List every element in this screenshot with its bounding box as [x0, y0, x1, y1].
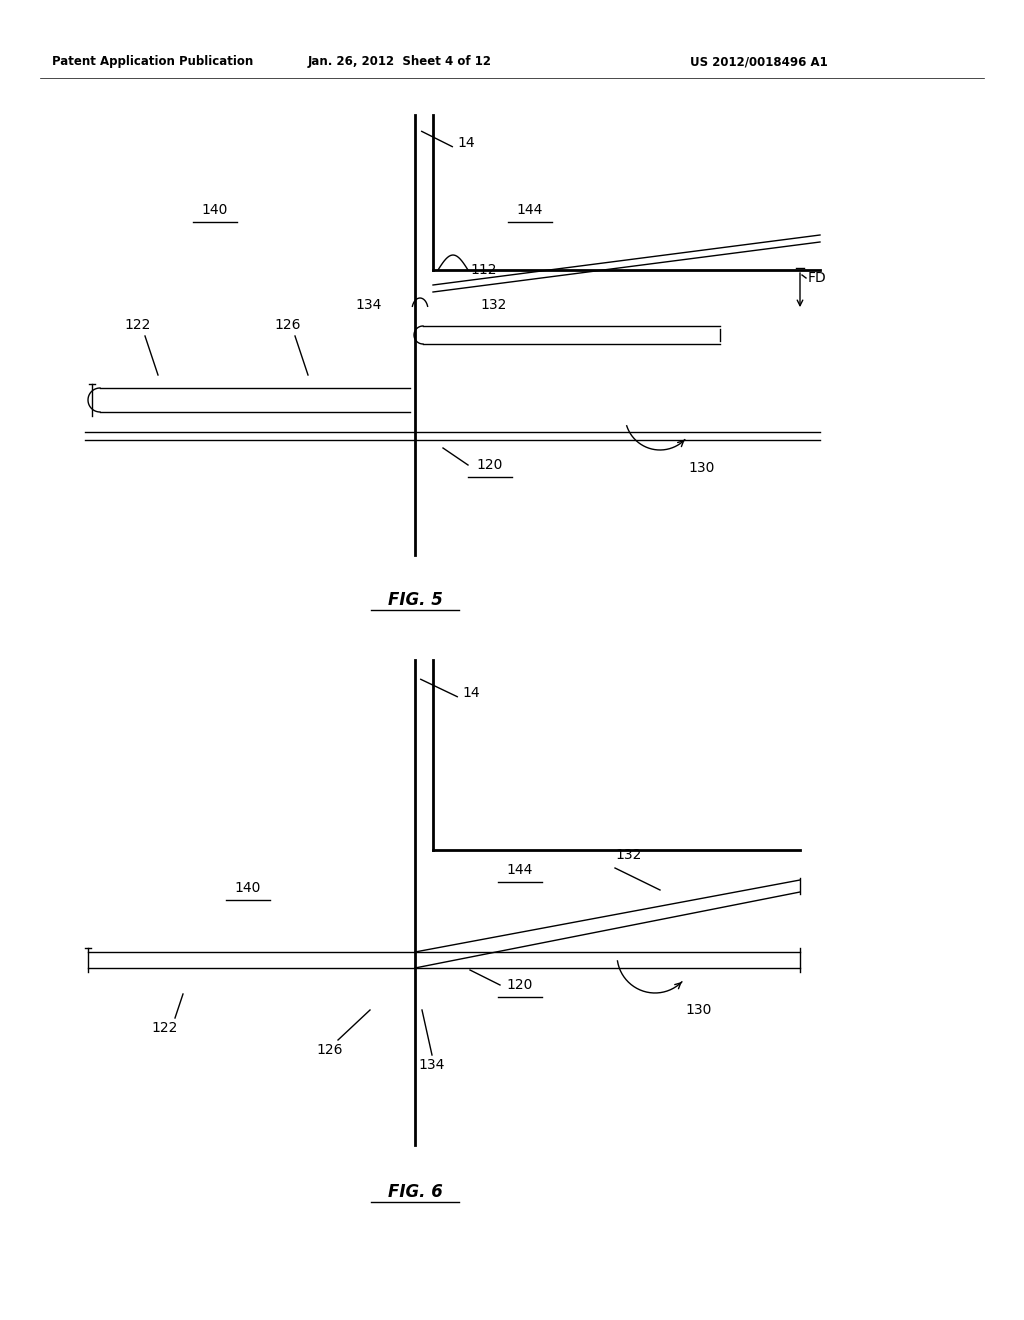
- Text: 140: 140: [234, 880, 261, 895]
- Text: 120: 120: [507, 978, 534, 993]
- Text: 130: 130: [685, 1003, 712, 1016]
- Text: 132: 132: [480, 298, 507, 312]
- Text: 122: 122: [125, 318, 152, 333]
- Text: 120: 120: [477, 458, 503, 473]
- Text: FIG. 6: FIG. 6: [387, 1183, 442, 1201]
- Text: 132: 132: [615, 847, 641, 862]
- Text: 144: 144: [517, 203, 543, 216]
- Text: 122: 122: [152, 1020, 178, 1035]
- Text: 134: 134: [355, 298, 381, 312]
- Text: 126: 126: [274, 318, 301, 333]
- Text: 14: 14: [462, 686, 479, 700]
- Text: Patent Application Publication: Patent Application Publication: [52, 55, 253, 69]
- Text: FD: FD: [808, 271, 826, 285]
- Text: 14: 14: [457, 136, 475, 150]
- Text: 126: 126: [316, 1043, 343, 1057]
- Text: 134: 134: [419, 1059, 445, 1072]
- Text: 112: 112: [470, 263, 497, 277]
- Text: Jan. 26, 2012  Sheet 4 of 12: Jan. 26, 2012 Sheet 4 of 12: [308, 55, 492, 69]
- Text: 140: 140: [202, 203, 228, 216]
- Text: 130: 130: [688, 461, 715, 475]
- Text: US 2012/0018496 A1: US 2012/0018496 A1: [690, 55, 827, 69]
- Text: FIG. 5: FIG. 5: [387, 591, 442, 609]
- Text: 144: 144: [507, 863, 534, 876]
